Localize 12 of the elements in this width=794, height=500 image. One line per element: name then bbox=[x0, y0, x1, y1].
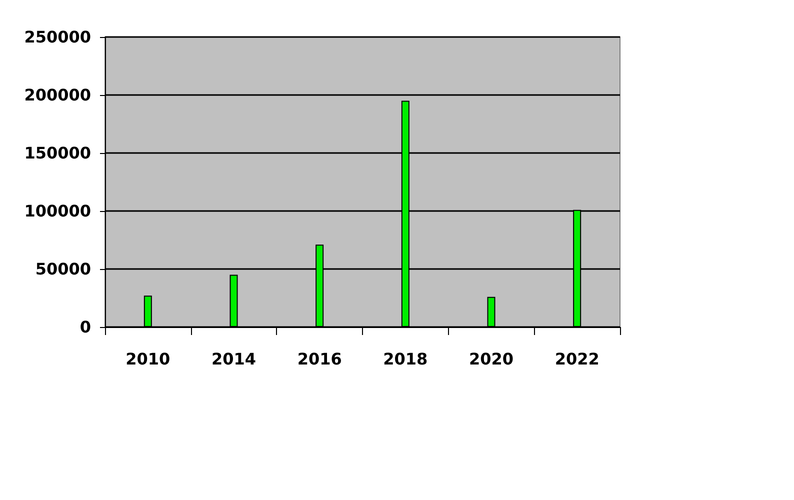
y-tick-label: 200000 bbox=[24, 86, 91, 104]
y-tick-label: 50000 bbox=[35, 260, 91, 278]
y-tick-label: 0 bbox=[80, 318, 91, 336]
x-tick-label: 2018 bbox=[383, 350, 428, 368]
x-tick-label: 2016 bbox=[297, 350, 342, 368]
x-tick-label: 2022 bbox=[554, 350, 600, 368]
y-tick-label: 250000 bbox=[24, 28, 91, 46]
y-tick-label: 100000 bbox=[24, 202, 91, 220]
x-tick-label: 2020 bbox=[468, 350, 514, 368]
x-tick-label: 2010 bbox=[126, 350, 170, 368]
y-tick-label: 150000 bbox=[24, 144, 91, 162]
x-tick-label: 2014 bbox=[211, 350, 256, 368]
